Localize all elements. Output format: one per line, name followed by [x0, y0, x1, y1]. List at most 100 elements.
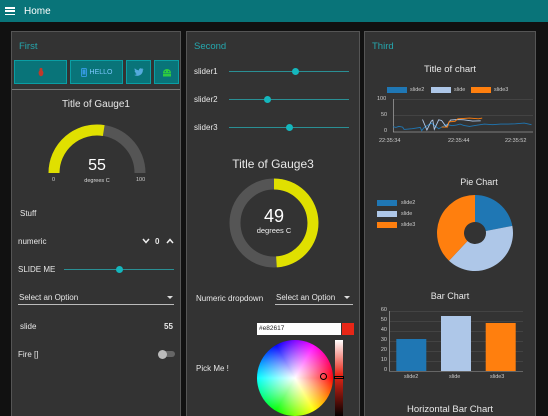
panel-third: Third Title of chart slide2 slide slide3…	[364, 31, 536, 416]
fire-label: Fire []	[18, 350, 39, 359]
slider2-thumb[interactable]	[263, 96, 271, 103]
twitter-icon	[133, 68, 143, 76]
bar-x-tick-slide3: slide3	[490, 374, 505, 380]
gauge1-title: Title of Gauge1	[61, 99, 130, 110]
slide-me-thumb[interactable]	[115, 266, 123, 273]
pie-chart-title: Pie Chart	[460, 177, 498, 187]
panel-title-third: Third	[372, 41, 394, 52]
slider1-track[interactable]	[229, 71, 349, 72]
panel-title-second: Second	[194, 41, 227, 52]
pie-slice-slide3	[437, 195, 475, 261]
numeric-increment-icon[interactable]	[166, 238, 174, 244]
android-icon	[162, 68, 171, 76]
hamburger-icon[interactable]	[5, 7, 15, 15]
pie-slice-slide	[448, 225, 514, 271]
option-select[interactable]: Select an Option	[19, 293, 79, 302]
line-x-tick-2: 22:35:52	[505, 138, 527, 144]
legend-label-slide: slide	[454, 87, 466, 93]
numeric-label: numeric	[18, 237, 47, 246]
pie-legend-label-slide: slide	[401, 211, 413, 217]
panel-second: Second slider1 slider2 slider3 Title of …	[186, 31, 360, 416]
slider1-label: slider1	[194, 67, 218, 76]
brightness-slider[interactable]	[334, 340, 344, 416]
hello-button-label: HELLO	[89, 68, 113, 76]
line-y-tick-50: 50	[381, 112, 388, 118]
gauge3-fill	[273, 178, 319, 268]
pick-me-label: Pick Me !	[196, 364, 229, 373]
numeric-dropdown-select[interactable]: Select an Option	[276, 293, 336, 302]
line-y-tick-100: 100	[377, 96, 387, 102]
bar-chart	[389, 311, 523, 372]
color-swatch	[342, 323, 354, 335]
pie-legend-swatch-slide2	[377, 200, 397, 206]
gauge3	[229, 178, 319, 268]
option-select-underline	[18, 304, 174, 305]
page-title: Home	[24, 5, 51, 17]
panel-title-first: First	[19, 41, 38, 52]
line-x-tick-0: 22:35:34	[379, 138, 401, 144]
color-wheel-cursor[interactable]	[320, 373, 327, 380]
numeric-dropdown-label: Numeric dropdown	[196, 294, 264, 303]
slider3-thumb[interactable]	[285, 124, 293, 131]
panel-first: First HELLO Title of Gauge1 55 degrees C…	[11, 31, 181, 416]
bar-x-tick-slide: slide	[449, 374, 461, 380]
slider1-thumb[interactable]	[291, 68, 299, 75]
bar-y-tick-10: 10	[380, 357, 387, 363]
slide-value: 55	[164, 322, 173, 331]
bar-y-tick-50: 50	[380, 317, 387, 323]
color-wheel[interactable]	[257, 340, 333, 416]
gauge1-value: 55	[88, 157, 106, 174]
legend-swatch-slide2	[387, 87, 407, 93]
numeric-decrement-icon[interactable]	[142, 238, 150, 244]
gauge3-title: Title of Gauge3	[232, 157, 314, 171]
android-button[interactable]	[154, 60, 179, 84]
gauge3-unit: degrees C	[256, 226, 292, 235]
gauge1-fill	[48, 124, 105, 174]
bug-icon	[38, 67, 43, 77]
gauge1-max: 100	[136, 177, 146, 183]
pie-legend-swatch-slide	[377, 211, 397, 217]
pie-legend-label-slide3: slide3	[401, 222, 416, 228]
hello-button[interactable]: HELLO	[70, 60, 123, 84]
panel-divider	[12, 89, 180, 90]
bar-y-tick-60: 60	[380, 307, 387, 313]
legend-swatch-slide3	[471, 87, 491, 93]
top-bar: Home	[0, 0, 548, 22]
bar-y-tick-40: 40	[380, 327, 387, 333]
line-y-tick-0: 0	[384, 128, 388, 134]
bar-y-axis-labels: 60 50 40 30 20 10 0	[373, 307, 387, 374]
bug-button[interactable]	[14, 60, 67, 84]
line-chart	[393, 99, 533, 133]
chevron-down-icon[interactable]	[167, 296, 173, 299]
fire-toggle-knob	[158, 349, 167, 359]
color-hex-input[interactable]: #e82617	[257, 323, 341, 335]
horizontal-bar-chart-title: Horizontal Bar Chart	[406, 404, 494, 415]
slider3-label: slider3	[194, 123, 218, 132]
bar-chart-title: Bar Chart	[430, 291, 470, 301]
stuff-label: Stuff	[20, 209, 37, 218]
twitter-button[interactable]	[126, 60, 151, 84]
bar-y-tick-30: 30	[380, 337, 387, 343]
slider2-label: slider2	[194, 95, 218, 104]
bar-slide	[441, 316, 471, 371]
bar-slide2	[396, 339, 427, 371]
slider2-track[interactable]	[229, 99, 349, 100]
mobile-icon	[80, 67, 87, 77]
line-series-slide	[422, 119, 481, 132]
legend-label-slide2: slide2	[410, 87, 425, 93]
slide-label: slide	[20, 322, 37, 331]
pie-legend-label-slide2: slide2	[401, 200, 416, 206]
numeric-dropdown-underline	[275, 304, 353, 305]
line-series-slide2	[393, 122, 532, 132]
brightness-slider-handle[interactable]	[334, 376, 344, 379]
chevron-down-icon[interactable]	[344, 296, 350, 299]
bar-y-tick-20: 20	[380, 347, 387, 353]
gauge1	[48, 124, 146, 174]
bar-x-tick-slide2: slide2	[404, 374, 419, 380]
bar-y-tick-0: 0	[383, 367, 387, 373]
fire-toggle[interactable]	[158, 349, 175, 359]
gauge3-value: 49	[263, 206, 285, 226]
gauge1-min: 0	[52, 177, 56, 183]
pie-chart	[437, 195, 514, 271]
line-chart-title: Title of chart	[424, 64, 476, 75]
